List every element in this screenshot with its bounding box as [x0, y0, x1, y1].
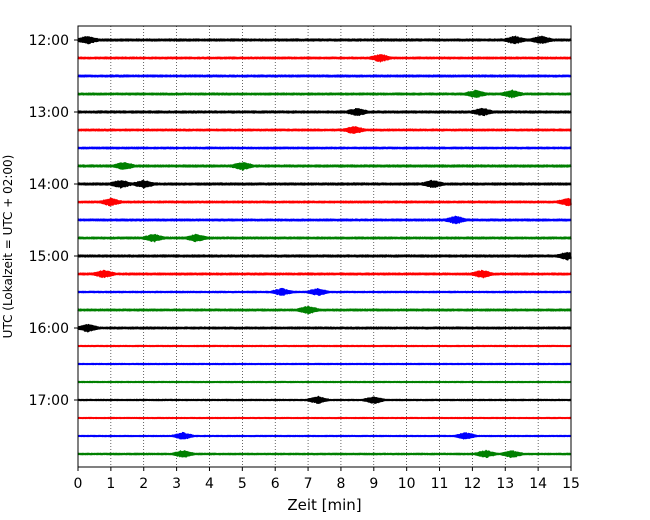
trace-1615 [77, 344, 572, 348]
x-tick-label: 1 [106, 476, 115, 492]
trace-1415 [77, 197, 572, 207]
x-tick-label: 5 [238, 476, 247, 492]
trace-1400 [77, 179, 572, 189]
x-tick-label: 3 [172, 476, 181, 492]
x-tick-label: 15 [562, 476, 580, 492]
trace-1230 [77, 74, 572, 78]
trace-1530 [77, 287, 572, 297]
trace-1745 [77, 449, 572, 459]
x-tick-label: 9 [369, 476, 378, 492]
seismic-traces [77, 35, 572, 459]
trace-1730 [77, 431, 572, 440]
x-tick-label: 2 [139, 476, 148, 492]
trace-1600 [77, 323, 572, 333]
x-tick-label: 8 [336, 476, 345, 492]
trace-1215 [77, 54, 572, 63]
plot-frame [77, 25, 572, 468]
y-tick-label: 14:00 [29, 177, 69, 193]
trace-1430 [77, 215, 572, 225]
x-tick-label: 4 [205, 476, 214, 492]
trace-1330 [77, 146, 572, 150]
x-tick-label: 13 [496, 476, 514, 492]
trace-1300 [77, 107, 572, 117]
x-tick-label: 12 [463, 476, 481, 492]
y-tick-label: 13:00 [29, 105, 69, 121]
x-tick-label: 11 [431, 476, 449, 492]
trace-1700 [77, 395, 572, 405]
trace-1500 [77, 251, 572, 261]
y-axis-ticks: 12:00 13:00 14:00 15:00 16:00 17:00 [29, 33, 78, 409]
y-tick-label: 15:00 [29, 249, 69, 265]
trace-1645 [77, 380, 572, 384]
y-tick-label: 12:00 [29, 33, 69, 49]
y-axis-label: UTC (Lokalzeit = UTC + 02:00) [1, 155, 15, 339]
x-axis-label: Zeit [min] [287, 496, 361, 514]
trace-1345 [77, 161, 572, 171]
trace-1200 [77, 35, 572, 45]
trace-1545 [77, 306, 572, 315]
trace-1245 [77, 89, 572, 99]
trace-1630 [77, 362, 572, 366]
trace-1445 [77, 233, 572, 243]
trace-1715 [77, 416, 572, 420]
y-tick-label: 17:00 [29, 393, 69, 409]
trace-1515 [77, 269, 572, 279]
trace-1315 [77, 126, 572, 134]
x-tick-label: 14 [529, 476, 547, 492]
x-tick-label: 6 [271, 476, 280, 492]
y-tick-label: 16:00 [29, 321, 69, 337]
x-tick-label: 10 [398, 476, 416, 492]
x-tick-label: 0 [74, 476, 83, 492]
x-axis-ticks: 0 1 2 3 4 5 6 7 8 9 10 11 12 13 14 15 [74, 467, 580, 492]
x-tick-label: 7 [304, 476, 313, 492]
